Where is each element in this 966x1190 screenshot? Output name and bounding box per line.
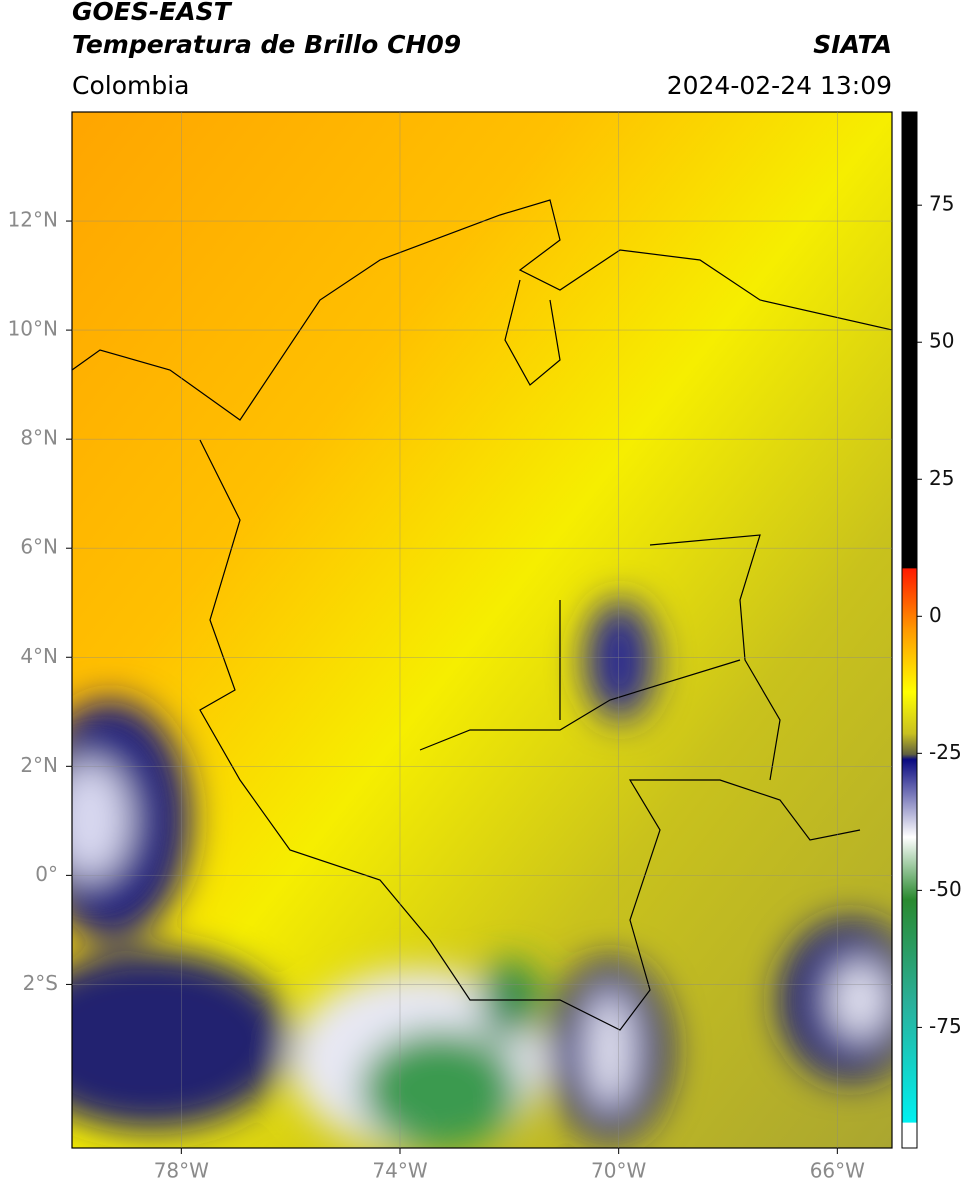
colorbar-tick-label: -75	[929, 1014, 962, 1038]
colorbar-tick-label: 0	[929, 603, 942, 627]
y-tick-label: 6°N	[20, 535, 58, 559]
y-tick-label: 8°N	[20, 426, 58, 450]
satellite: GOES-EAST	[72, 0, 233, 26]
satellite-image	[72, 112, 892, 1148]
x-tick-label: 78°W	[154, 1159, 209, 1183]
y-tick-label: 12°N	[8, 208, 58, 232]
source: SIATA	[813, 30, 892, 59]
colorbar-tick-label: 50	[929, 329, 954, 353]
product: Temperatura de Brillo CH09	[72, 30, 461, 59]
colorbar	[901, 111, 918, 1149]
x-tick-label: 70°W	[591, 1159, 646, 1183]
datetime: 2024-02-24 13:09	[667, 71, 892, 100]
y-tick-label: 0°	[35, 862, 58, 886]
colorbar-tick-label: -50	[929, 877, 962, 901]
colorbar-tick-label: 25	[929, 466, 954, 490]
y-tick-label: 10°N	[8, 317, 58, 341]
x-tick-label: 66°W	[810, 1159, 865, 1183]
map-frame	[71, 111, 893, 1149]
colorbar-tick-label: 75	[929, 192, 954, 216]
y-tick-label: 4°N	[20, 644, 58, 668]
y-tick-label: 2°S	[23, 971, 58, 995]
y-tick-label: 2°N	[20, 753, 58, 777]
region: Colombia	[72, 71, 189, 100]
colorbar-tick-label: -25	[929, 740, 962, 764]
x-tick-label: 74°W	[372, 1159, 427, 1183]
